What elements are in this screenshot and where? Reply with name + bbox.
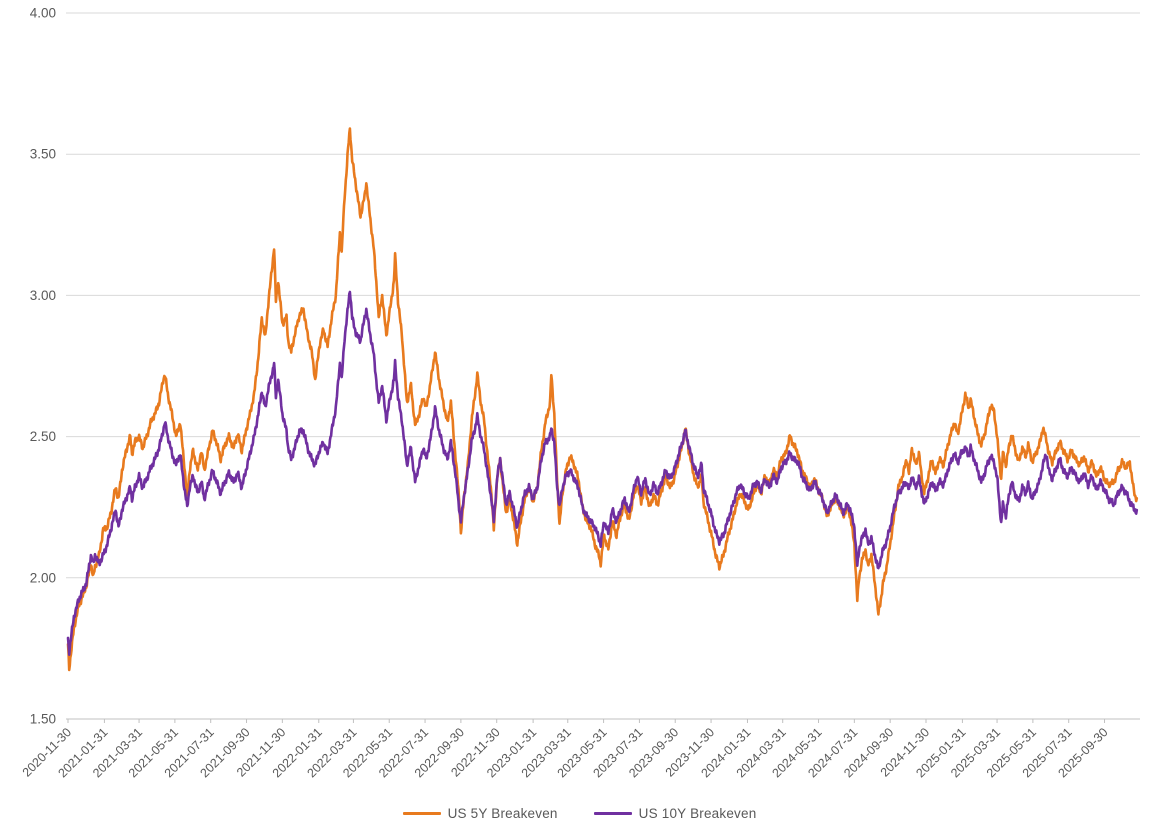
- legend-swatch-us-10y: [593, 811, 632, 816]
- y-axis-label: 4.00: [30, 6, 56, 21]
- y-axis-label: 2.50: [30, 429, 56, 444]
- legend-item-us-10y-breakeven: US 10Y Breakeven: [593, 806, 757, 821]
- legend-item-us-5y-breakeven: US 5Y Breakeven: [402, 806, 558, 821]
- y-axis-label: 3.00: [30, 288, 56, 303]
- legend-swatch-us-5y: [402, 811, 441, 816]
- y-axis-label: 3.50: [30, 147, 56, 162]
- legend-label-us-5y: US 5Y Breakeven: [447, 806, 558, 821]
- y-axis-label: 2.00: [30, 570, 56, 585]
- chart-legend: US 5Y Breakeven US 10Y Breakeven: [0, 806, 1159, 821]
- series-line-us-5y-breakeven: [66, 127, 1139, 672]
- series-line-us-10y-breakeven: [66, 290, 1139, 656]
- legend-label-us-10y: US 10Y Breakeven: [638, 806, 757, 821]
- y-axis-label: 1.50: [30, 712, 56, 727]
